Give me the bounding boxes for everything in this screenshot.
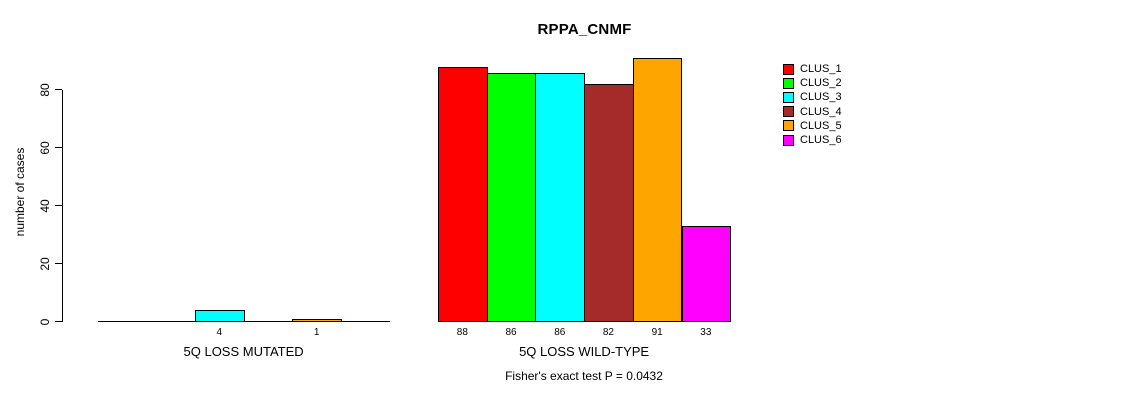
y-axis-tick-label: 60 xyxy=(38,141,52,155)
legend-item: CLUS_2 xyxy=(783,76,842,90)
bar-value-label: 4 xyxy=(216,327,223,338)
legend-item: CLUS_1 xyxy=(783,62,842,76)
y-axis-line xyxy=(62,90,63,322)
y-axis-tick xyxy=(55,263,62,264)
bar-value-label: 91 xyxy=(651,327,663,338)
chart-title: RPPA_CNMF xyxy=(537,21,632,38)
legend-label: CLUS_4 xyxy=(800,105,842,118)
y-axis-tick xyxy=(55,89,62,90)
bar-value-label: 1 xyxy=(313,327,320,338)
y-axis-tick xyxy=(55,321,62,322)
legend-color-swatch xyxy=(783,91,794,103)
legend-color-swatch xyxy=(783,77,794,89)
bar-value-label: 86 xyxy=(554,327,566,338)
bar-clus_3 xyxy=(535,73,586,322)
legend-color-swatch xyxy=(783,106,794,118)
y-axis-tick-label: 40 xyxy=(38,199,52,213)
legend-item: CLUS_6 xyxy=(783,133,842,147)
legend: CLUS_1 CLUS_2 CLUS_3 CLUS_4 CLUS_5 CLUS_6 xyxy=(783,62,842,147)
bar-value-label: 88 xyxy=(456,327,468,338)
bar-clus_3 xyxy=(194,310,245,322)
legend-color-swatch xyxy=(783,120,794,132)
legend-item: CLUS_4 xyxy=(783,105,842,119)
bar-clus_5 xyxy=(632,58,683,322)
legend-label: CLUS_1 xyxy=(800,63,842,76)
legend-color-swatch xyxy=(783,63,794,75)
y-axis-label: number of cases xyxy=(13,147,27,237)
legend-item: CLUS_3 xyxy=(783,90,842,104)
legend-color-swatch xyxy=(783,134,794,146)
legend-label: CLUS_5 xyxy=(800,119,842,132)
legend-label: CLUS_6 xyxy=(800,134,842,147)
bar-clus_5 xyxy=(292,319,342,322)
fisher-test-annotation: Fisher's exact test P = 0.0432 xyxy=(505,369,663,383)
y-axis-tick xyxy=(55,147,62,148)
bar-value-label: 33 xyxy=(700,327,712,338)
group-label: 5Q LOSS MUTATED xyxy=(183,344,304,359)
bar-clus_2 xyxy=(486,73,537,322)
bar-value-label: 82 xyxy=(602,327,614,338)
group-label: 5Q LOSS WILD-TYPE xyxy=(519,344,650,359)
y-axis-tick-label: 80 xyxy=(38,83,52,97)
legend-item: CLUS_5 xyxy=(783,119,842,133)
bar-clus_4 xyxy=(584,84,634,322)
legend-label: CLUS_2 xyxy=(800,77,842,90)
y-axis-tick-label: 20 xyxy=(38,257,52,271)
y-axis-tick xyxy=(55,205,62,206)
bar-value-label: 86 xyxy=(505,327,517,338)
legend-label: CLUS_3 xyxy=(800,91,842,104)
bar-clus_6 xyxy=(681,226,732,322)
y-axis-tick-label: 0 xyxy=(38,318,52,326)
bar-clus_1 xyxy=(438,67,488,322)
